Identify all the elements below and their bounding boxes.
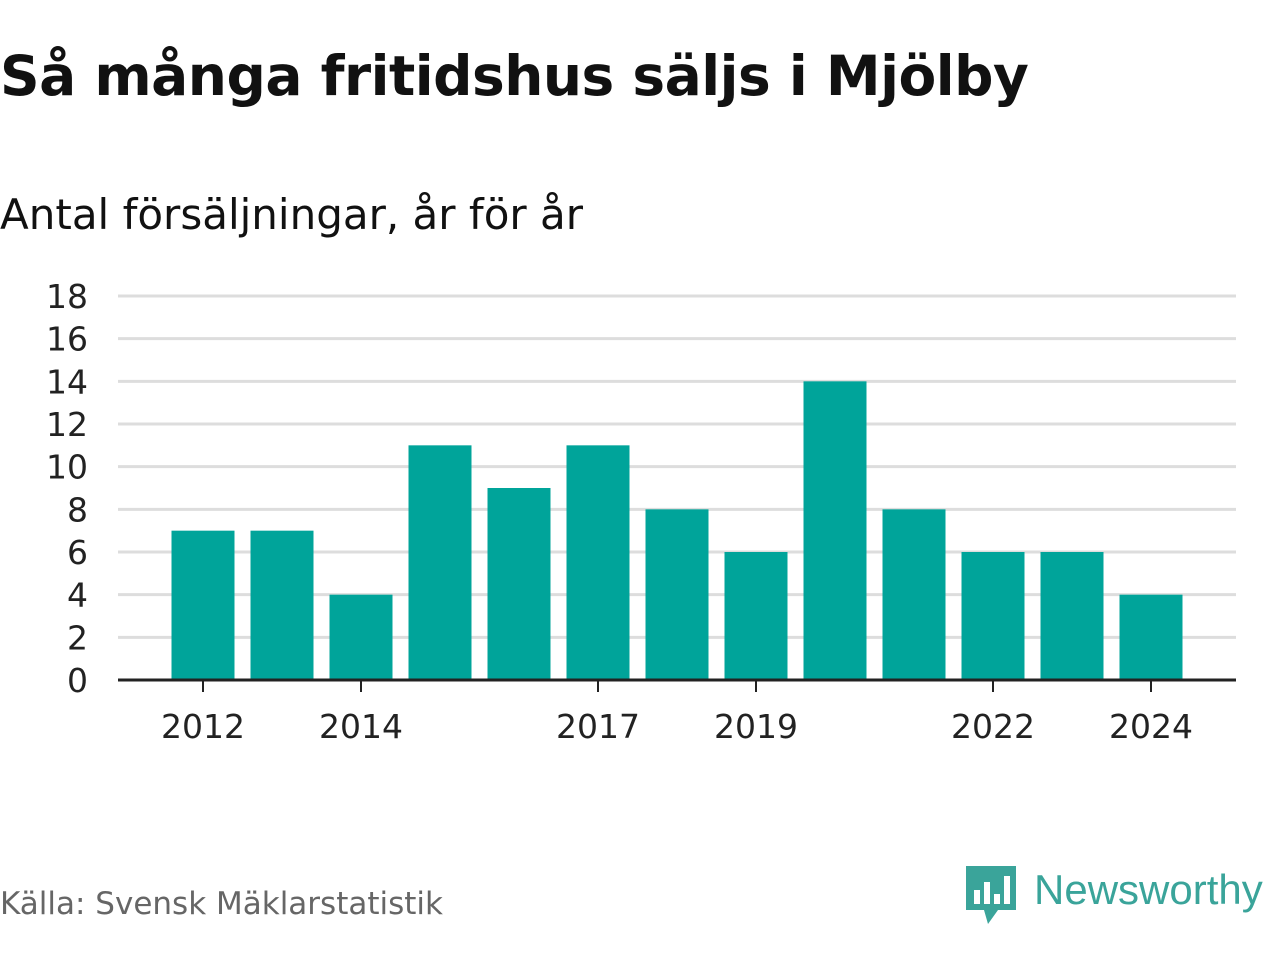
source-note: Källa: Svensk Mäklarstatistik [0, 886, 443, 922]
x-tick-label: 2017 [556, 707, 640, 746]
x-tick-label: 2024 [1109, 707, 1193, 746]
x-axis-ticks: 2012 2014 2017 2019 2022 2024 [161, 680, 1193, 746]
bar-2021 [882, 509, 946, 680]
x-tick-label: 2012 [161, 707, 245, 746]
bars [171, 381, 1183, 680]
bar-2024 [1119, 594, 1183, 680]
bar-2017 [566, 445, 630, 680]
bar-2018 [645, 509, 709, 680]
y-tick-label: 10 [46, 448, 88, 487]
y-tick-label: 14 [46, 362, 88, 401]
y-tick-label: 2 [67, 618, 88, 657]
bar-2019 [724, 552, 788, 680]
y-tick-label: 12 [46, 405, 88, 444]
y-tick-label: 8 [67, 490, 88, 529]
chart-subtitle: Antal försäljningar, år för år [0, 190, 584, 239]
y-tick-label: 0 [67, 661, 88, 700]
y-tick-label: 18 [46, 277, 88, 316]
bar-2012 [171, 530, 235, 680]
bar-2022 [961, 552, 1025, 680]
brand-name: Newsworthy [1034, 866, 1263, 913]
bar-2014 [329, 594, 393, 680]
bar-2020 [803, 381, 867, 680]
bar-2015 [408, 445, 472, 680]
bar-2023 [1040, 552, 1104, 680]
y-tick-label: 6 [67, 533, 88, 572]
x-tick-label: 2014 [319, 707, 403, 746]
y-tick-label: 16 [46, 320, 88, 359]
bar-2016 [487, 488, 551, 680]
y-tick-label: 4 [67, 576, 88, 615]
chart-title: Så många fritidshus säljs i Mjölby [0, 44, 1029, 108]
bar-2013 [250, 530, 314, 680]
newsworthy-logo-icon [966, 866, 1016, 924]
x-tick-label: 2019 [714, 707, 798, 746]
x-tick-label: 2022 [951, 707, 1035, 746]
